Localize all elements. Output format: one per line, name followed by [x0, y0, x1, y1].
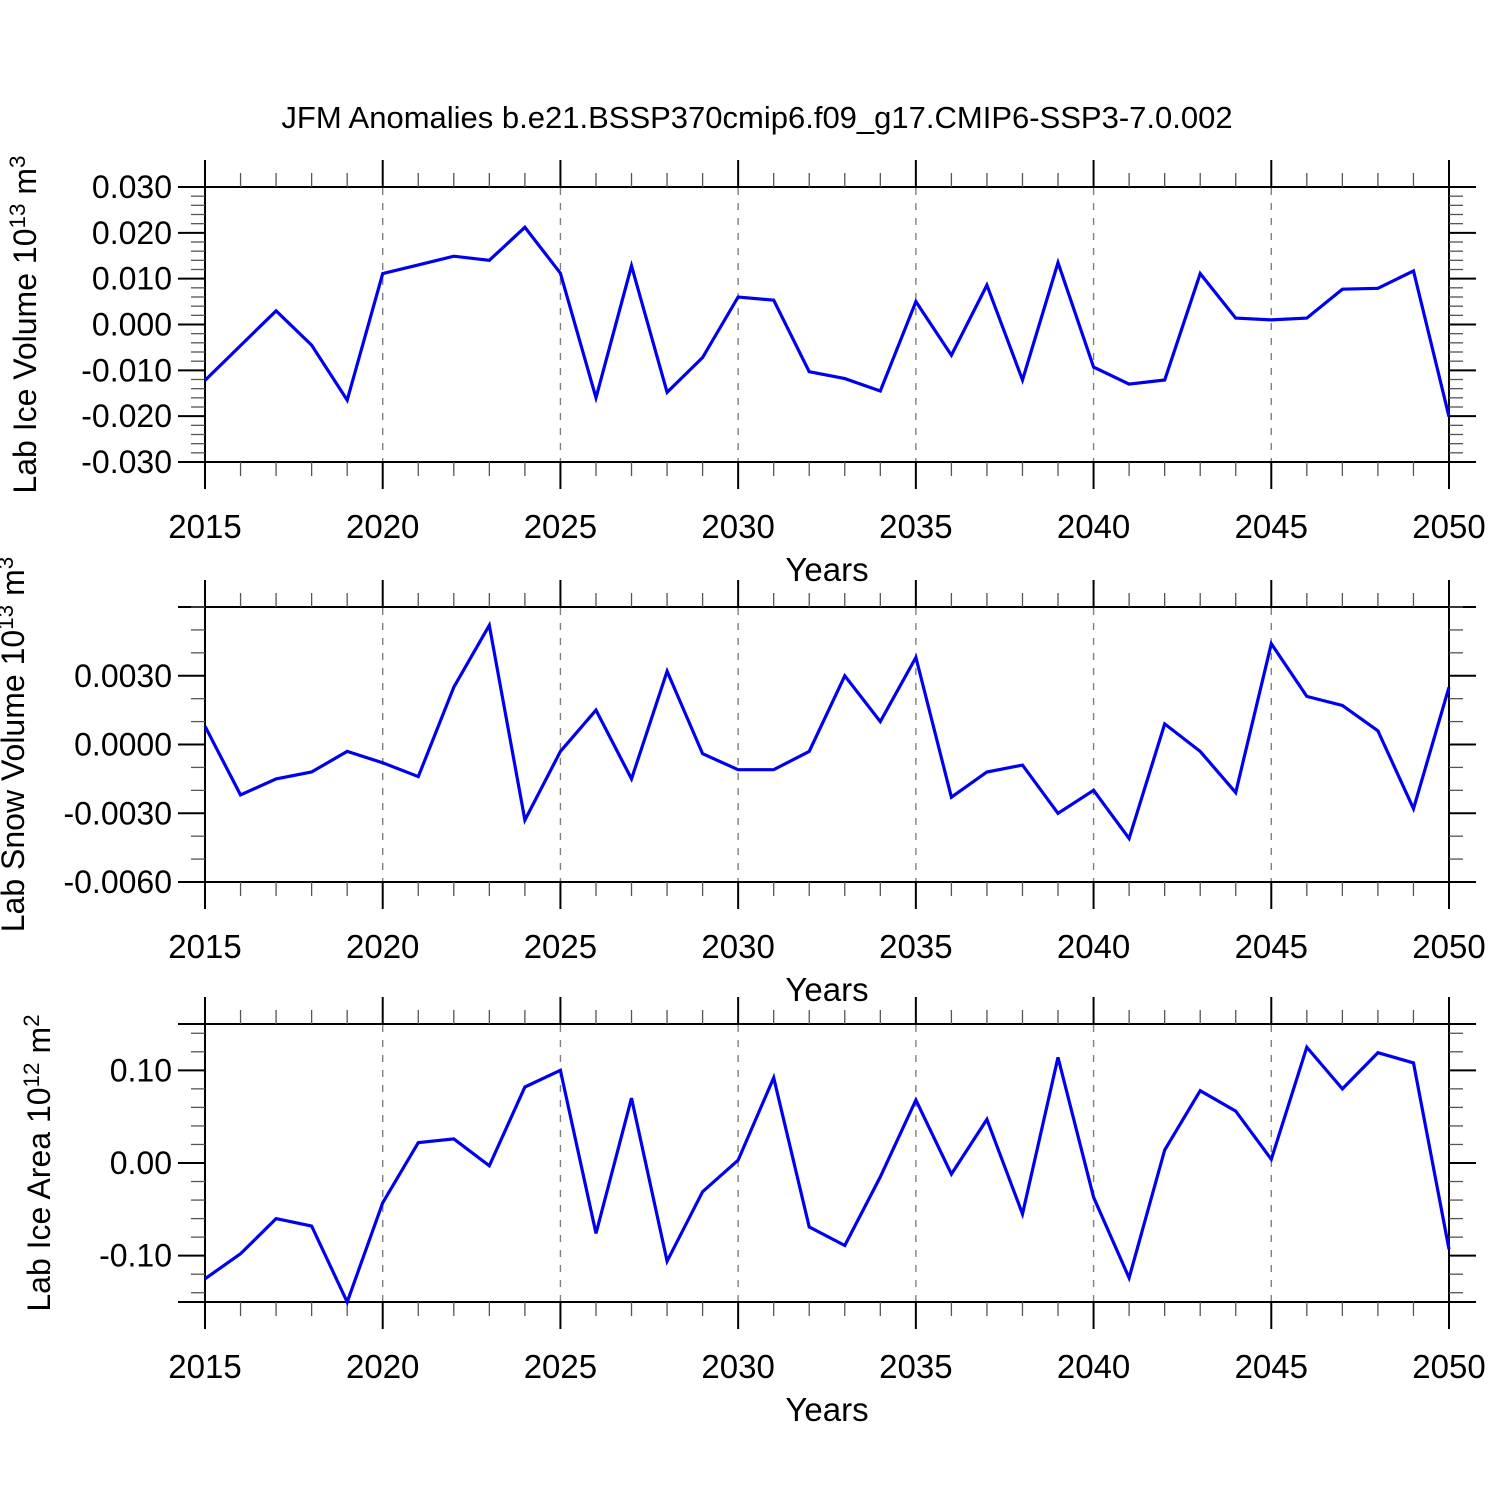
x-tick-label: 2045 [1235, 508, 1308, 545]
x-tick-label: 2035 [879, 508, 952, 545]
y-tick-label: 0.0000 [74, 727, 172, 763]
y-tick-label: 0.030 [92, 169, 172, 205]
data-line-lab-ice-area [204, 1043, 1451, 1307]
y-tick-label: 0.00 [110, 1145, 172, 1181]
x-tick-label: 2045 [1235, 1348, 1308, 1385]
y-tick-label: 0.020 [92, 215, 172, 251]
y-axis-title-text: m [0, 569, 31, 605]
x-tick-label: 2025 [524, 1348, 597, 1385]
x-tick-label: 2040 [1057, 1348, 1130, 1385]
chart-title: JFM Anomalies b.e21.BSSP370cmip6.f09_g17… [281, 100, 1232, 135]
y-tick-labels: 0.10 0.00 -0.10 [99, 1052, 172, 1273]
y-tick-label: 0.010 [92, 261, 172, 297]
subplot-lab-ice-volume: 0.030 0.020 0.010 0.000 -0.010 -0.020 -0.030 20… [5, 155, 1486, 588]
y-tick-labels: 0.030 0.020 0.010 0.000 -0.010 -0.020 -0.030 [81, 169, 172, 480]
plot-frame [178, 580, 1476, 909]
y-axis-title: Lab Ice Volume 1013 m3 [5, 155, 43, 493]
x-tick-labels: 2015 2020 2025 2030 2035 2040 2045 2050 [168, 1348, 1485, 1385]
y-tick-label: 0.0030 [74, 658, 172, 694]
y-axis-ticks [178, 606, 1476, 883]
y-axis-title-text: Lab Ice Area 10 [21, 1087, 57, 1311]
y-tick-label: -0.0030 [63, 795, 172, 831]
y-tick-label: -0.010 [81, 352, 172, 388]
x-tick-label: 2015 [168, 928, 241, 965]
gridlines [382, 188, 1272, 461]
y-axis-title: Lab Snow Volume 1013 m3 [0, 557, 31, 933]
y-axis-title-sup: 13 [0, 605, 18, 630]
x-tick-label: 2030 [701, 1348, 774, 1385]
x-tick-label: 2015 [168, 508, 241, 545]
x-axis-title: Years [785, 1391, 868, 1428]
subplot-lab-ice-area: 0.10 0.00 -0.10 2015 2020 2025 2030 2035 2040 204… [19, 997, 1486, 1428]
x-tick-label: 2030 [701, 928, 774, 965]
y-tick-label: 0.10 [110, 1052, 172, 1088]
plot-frame [178, 997, 1476, 1329]
y-axis-ticks [178, 186, 1476, 463]
x-tick-labels: 2015 2020 2025 2030 2035 2040 2045 2050 [168, 508, 1485, 545]
x-axis-title: Years [785, 551, 868, 588]
x-axis-ticks [204, 580, 1450, 909]
y-axis-ticks [178, 1032, 1476, 1294]
x-tick-label: 2020 [346, 928, 419, 965]
plot-frame [178, 160, 1476, 489]
y-tick-labels: 0.0030 0.0000 -0.0030 -0.0060 [63, 658, 172, 900]
x-tick-label: 2050 [1412, 1348, 1485, 1385]
x-tick-label: 2025 [524, 508, 597, 545]
y-tick-label: -0.030 [81, 444, 172, 480]
x-tick-label: 2020 [346, 508, 419, 545]
y-axis-title-text: Lab Snow Volume 10 [0, 630, 31, 932]
x-tick-label: 2025 [524, 928, 597, 965]
x-tick-label: 2045 [1235, 928, 1308, 965]
x-tick-label: 2050 [1412, 928, 1485, 965]
y-tick-label: -0.020 [81, 398, 172, 434]
x-axis-ticks [204, 997, 1450, 1329]
y-axis-title-sup: 13 [5, 203, 30, 228]
y-tick-label: -0.10 [99, 1238, 172, 1274]
data-line-lab-snow-volume [203, 620, 1451, 842]
gridlines [382, 1025, 1272, 1301]
y-axis-title-sup: 3 [5, 155, 30, 168]
x-tick-label: 2040 [1057, 508, 1130, 545]
x-tick-labels: 2015 2020 2025 2030 2035 2040 2045 2050 [168, 928, 1485, 965]
x-axis-ticks [204, 160, 1450, 489]
y-axis-title-text: Lab Ice Volume 10 [7, 229, 43, 494]
x-tick-label: 2015 [168, 1348, 241, 1385]
y-axis-title: Lab Ice Area 1012 m2 [19, 1014, 57, 1311]
y-axis-title-sup: 2 [19, 1014, 44, 1027]
data-line-lab-ice-volume [203, 224, 1451, 417]
y-tick-label: 0.000 [92, 307, 172, 343]
y-axis-title-sup: 3 [0, 557, 18, 570]
y-tick-label: -0.0060 [63, 864, 172, 900]
x-tick-label: 2035 [879, 928, 952, 965]
x-axis-title: Years [785, 971, 868, 1008]
x-tick-label: 2030 [701, 508, 774, 545]
x-tick-label: 2035 [879, 1348, 952, 1385]
x-tick-label: 2040 [1057, 928, 1130, 965]
y-axis-title-text: m [7, 168, 43, 204]
x-tick-label: 2020 [346, 1348, 419, 1385]
y-axis-title-sup: 12 [19, 1062, 44, 1087]
x-tick-label: 2050 [1412, 508, 1485, 545]
y-axis-title-text: m [21, 1027, 57, 1063]
gridlines [382, 608, 1272, 881]
